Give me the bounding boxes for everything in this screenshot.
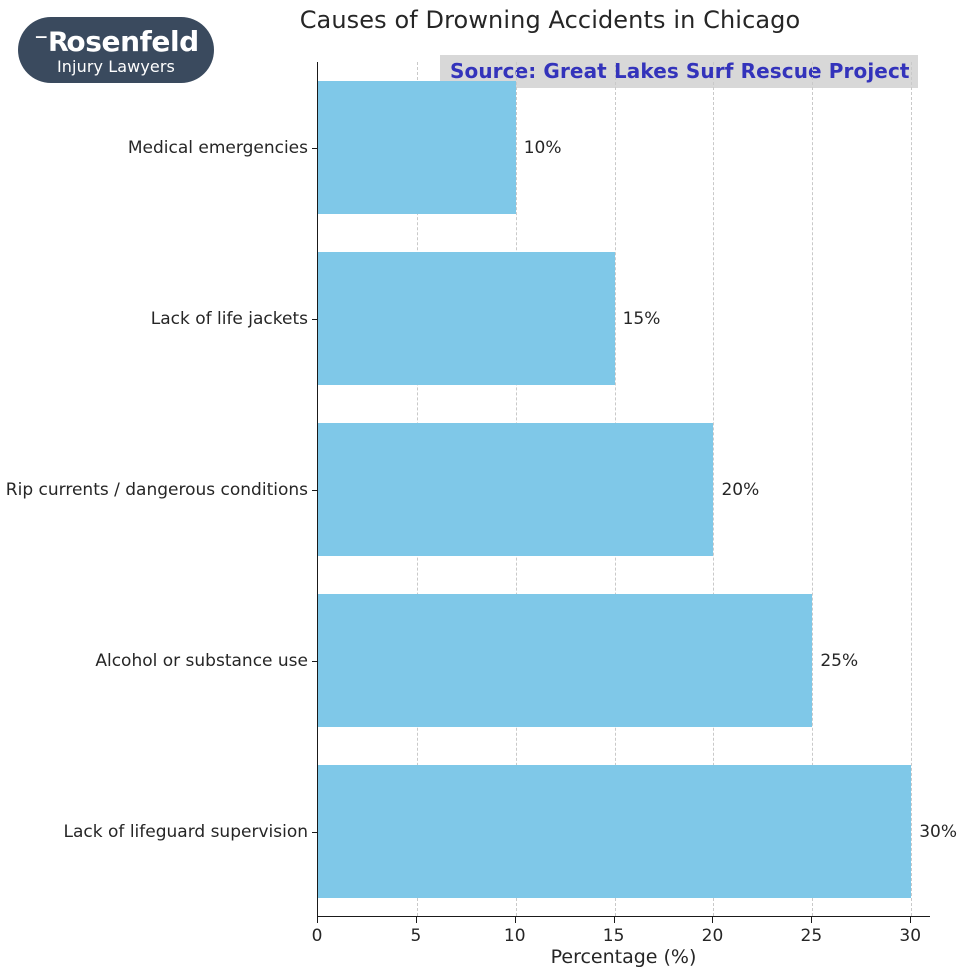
bar — [318, 593, 813, 728]
gridline-x-20 — [713, 62, 715, 916]
logo-wordmark: ⁻R osenfeld — [33, 24, 199, 58]
bar-value-label: 30% — [919, 821, 958, 842]
y-axis-tick-label: Rip currents / dangerous conditions — [5, 479, 308, 500]
gridline-x-25 — [812, 62, 814, 916]
y-axis-tick-mark — [312, 318, 318, 320]
bar — [318, 764, 912, 899]
y-axis-label-group: Medical emergencies Lack of life jackets R… — [0, 62, 308, 917]
x-axis-tick-label: 5 — [410, 926, 422, 946]
x-axis-tick-mark — [712, 917, 714, 923]
logo-name-text: osenfeld — [66, 24, 199, 58]
chart-title: Causes of Drowning Accidents in Chicago — [299, 6, 801, 34]
logo-r-icon: ⁻R — [34, 26, 69, 58]
y-axis-tick-label: Medical emergencies — [127, 137, 308, 158]
x-axis-tick-label: 30 — [899, 926, 922, 946]
y-axis-tick-mark — [312, 831, 318, 833]
x-axis-tick-label: 25 — [800, 926, 823, 946]
x-axis-tick-mark — [514, 917, 516, 923]
y-axis-tick-label: Lack of lifeguard supervision — [63, 821, 308, 842]
bar — [318, 80, 516, 215]
x-axis-tick-label: 15 — [602, 926, 625, 946]
x-axis-tick-mark — [415, 917, 417, 923]
bar — [318, 251, 615, 386]
bar-value-label: 10% — [523, 137, 562, 158]
bar-value-label: 25% — [820, 650, 859, 671]
y-axis-tick-mark — [312, 660, 318, 662]
bar-value-label: 20% — [721, 479, 760, 500]
x-axis-tick-label: 0 — [311, 926, 323, 946]
x-axis-tick-mark — [811, 917, 813, 923]
bar-value-label: 15% — [622, 308, 661, 329]
x-axis-tick-label: 10 — [503, 926, 526, 946]
x-axis-tick-mark — [613, 917, 615, 923]
rosenfeld-logo: ⁻R osenfeld Injury Lawyers — [18, 17, 214, 83]
plot-area — [317, 62, 930, 917]
y-axis-tick-label: Alcohol or substance use — [95, 650, 308, 671]
y-axis-tick-mark — [312, 147, 318, 149]
bar — [318, 422, 714, 557]
x-axis-tick-mark — [910, 917, 912, 923]
y-axis-tick-label: Lack of life jackets — [150, 308, 308, 329]
x-axis-tick-label: 20 — [701, 926, 724, 946]
y-axis-tick-mark — [312, 489, 318, 491]
logo-tagline: Injury Lawyers — [56, 56, 175, 76]
source-annotation: Source: Great Lakes Surf Rescue Project — [440, 55, 918, 88]
gridline-x-30 — [911, 62, 913, 916]
x-axis-title: Percentage (%) — [550, 946, 697, 968]
x-axis-tick-mark — [317, 917, 318, 923]
